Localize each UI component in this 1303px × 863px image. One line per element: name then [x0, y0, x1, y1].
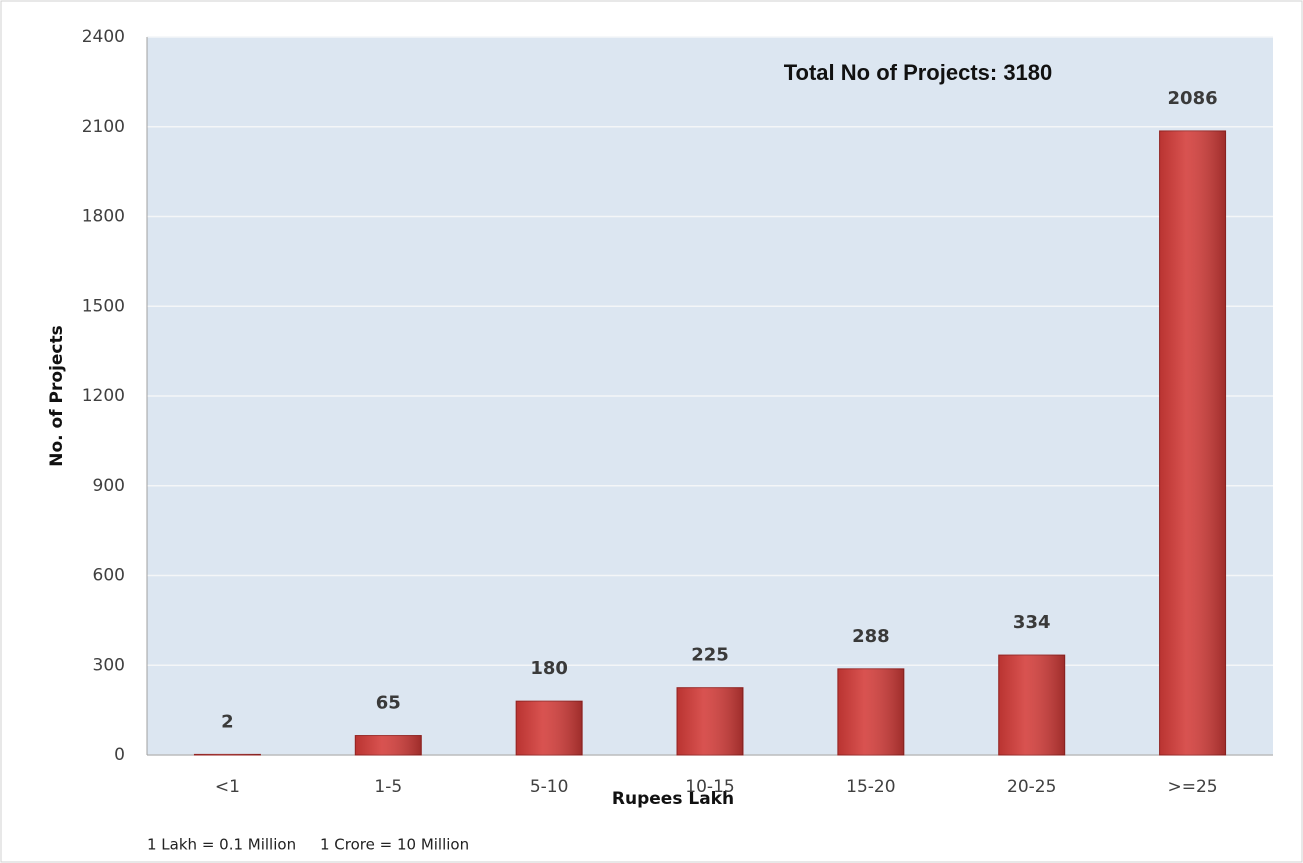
data-label: 180 — [530, 658, 568, 679]
data-label: 225 — [691, 645, 729, 666]
x-tick-label: <1 — [215, 777, 240, 797]
footnote: 1 Lakh = 0.1 Million — [147, 836, 296, 854]
bar-shade — [1159, 130, 1226, 755]
bar-shade — [194, 754, 261, 755]
x-tick-label: 10-15 — [685, 777, 734, 797]
y-tick-label: 1800 — [82, 207, 125, 227]
data-label: 65 — [376, 693, 401, 714]
y-axis-title: No. of Projects — [47, 325, 67, 466]
x-tick-label: 5-10 — [530, 777, 569, 797]
annotation: Total No of Projects: 3180 — [784, 60, 1053, 85]
y-tick-label: 300 — [93, 655, 125, 675]
y-tick-label: 600 — [93, 566, 125, 586]
data-label: 334 — [1013, 612, 1051, 633]
y-tick-label: 2100 — [82, 117, 125, 137]
x-tick-label: 15-20 — [846, 777, 895, 797]
bar-shade — [998, 655, 1065, 755]
y-tick-label: 0 — [114, 745, 125, 765]
x-tick-label: >=25 — [1168, 777, 1218, 797]
bar-shade — [677, 687, 743, 755]
y-tick-label: 2400 — [82, 27, 125, 47]
y-tick-label: 1500 — [82, 296, 125, 316]
bar-shade — [355, 735, 422, 755]
bar-shade — [837, 668, 904, 755]
data-label: 2 — [221, 711, 234, 732]
x-tick-label: 20-25 — [1007, 777, 1056, 797]
x-axis-title: Rupees Lakh — [612, 789, 734, 809]
y-tick-label: 900 — [93, 476, 125, 496]
data-label: 288 — [852, 626, 890, 647]
footnote: 1 Crore = 10 Million — [320, 836, 469, 854]
bar-shade — [516, 701, 583, 755]
x-tick-label: 1-5 — [374, 777, 402, 797]
data-label: 2086 — [1168, 88, 1218, 109]
y-tick-label: 1200 — [82, 386, 125, 406]
